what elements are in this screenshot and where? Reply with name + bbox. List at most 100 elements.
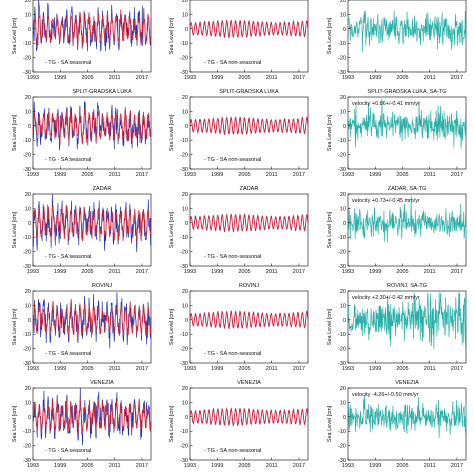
series-sa — [189, 310, 309, 330]
x-tick-label: 2017 — [451, 172, 463, 178]
x-tick-label: 2011 — [424, 269, 436, 275]
x-tick-label: 2011 — [266, 463, 278, 469]
x-tick-label: 2005 — [396, 269, 408, 275]
y-tick-label: -30 — [338, 167, 346, 173]
y-tick-label: -20 — [338, 250, 346, 256]
y-tick-label: -10 — [180, 332, 188, 338]
x-tick-label: 1993 — [342, 463, 354, 469]
legend-seasonal: - TG - SA seasonal — [45, 448, 91, 454]
x-tick-label: 1999 — [54, 269, 66, 275]
y-tick-label: 0 — [343, 221, 346, 227]
plot-frame — [347, 193, 467, 267]
y-tick-label: 20 — [340, 0, 346, 4]
y-tick-label: 0 — [28, 415, 31, 421]
y-tick-label: -20 — [180, 56, 188, 62]
panel-r1-c1: -30 -20 -10 0 10 20 1993 1999 2005 2011 2017 Sea Le… — [169, 95, 309, 178]
x-tick-label: 1993 — [27, 172, 39, 178]
y-tick-label: -20 — [23, 347, 31, 353]
y-tick-label: 0 — [28, 221, 31, 227]
y-tick-label: -10 — [180, 41, 188, 47]
diff-title: SPLIT-GRADSKA LUKA, SA-TG — [367, 89, 446, 95]
x-tick-label: 1999 — [54, 366, 66, 372]
plot-frame — [189, 290, 309, 364]
y-tick-label: -10 — [180, 429, 188, 435]
y-tick-label: -30 — [180, 167, 188, 173]
x-tick-label: 2017 — [136, 172, 148, 178]
x-tick-label: 2011 — [109, 269, 121, 275]
x-tick-label: 2005 — [81, 172, 93, 178]
station-title: ROVINJ — [92, 283, 112, 289]
x-tick-label: 1999 — [369, 366, 381, 372]
station-title: SPLIT-GRADSKA LUKA — [219, 89, 279, 95]
x-tick-label: 2005 — [238, 172, 250, 178]
x-tick-label: 2011 — [266, 366, 278, 372]
series-sa — [189, 19, 309, 39]
y-tick-label: 20 — [182, 386, 188, 392]
legend-non-seasonal: - TG - SA non-seasonal — [204, 351, 261, 357]
x-tick-label: 2005 — [396, 463, 408, 469]
y-tick-label: 20 — [25, 95, 31, 101]
y-tick-label: 10 — [25, 400, 31, 406]
x-tick-label: 2005 — [396, 75, 408, 81]
panel-r1-c0: -30 -20 -10 0 10 20 1993 1999 2005 2011 2017 Sea Le… — [12, 95, 152, 178]
y-tick-label: 10 — [182, 109, 188, 115]
y-tick-label: 0 — [343, 318, 346, 324]
station-title: VENEZIA — [90, 380, 114, 386]
x-tick-label: 1993 — [342, 172, 354, 178]
x-tick-label: 2005 — [238, 463, 250, 469]
x-tick-label: 1993 — [184, 269, 196, 275]
y-axis-label: Sea Level [cm] — [12, 17, 18, 54]
diff-title: VENEZIA — [395, 380, 419, 386]
x-tick-label: 1999 — [211, 172, 223, 178]
x-tick-label: 2005 — [238, 75, 250, 81]
panel-r2-c2: -30 -20 -10 0 10 20 1993 1999 2005 2011 2017 Sea Le… — [327, 192, 467, 275]
y-tick-label: 20 — [182, 0, 188, 4]
x-tick-label: 2011 — [424, 172, 436, 178]
y-tick-label: -10 — [23, 332, 31, 338]
y-tick-label: 20 — [25, 0, 31, 4]
x-tick-label: 2005 — [81, 269, 93, 275]
diff-title: ROVINJ, SA-TG — [387, 283, 427, 289]
x-tick-label: 2005 — [238, 366, 250, 372]
y-tick-label: -10 — [338, 332, 346, 338]
station-title: SPLIT-GRADSKA LUKA — [72, 89, 132, 95]
y-tick-label: -30 — [338, 264, 346, 270]
y-axis-label: Sea Level [cm] — [169, 405, 175, 442]
x-tick-label: 1993 — [342, 269, 354, 275]
series-sa-tg — [347, 395, 467, 438]
y-tick-label: -20 — [180, 153, 188, 159]
y-tick-label: 0 — [185, 27, 188, 33]
velocity-label: velocity -4.26+/-0.50 mm/yr — [352, 392, 419, 398]
y-axis-label: Sea Level [cm] — [169, 308, 175, 345]
y-tick-label: -30 — [23, 458, 31, 464]
y-tick-label: 0 — [185, 415, 188, 421]
velocity-label: velocity +0.73+/-0.45 mm/yr — [352, 198, 420, 204]
x-tick-label: 1993 — [342, 75, 354, 81]
y-tick-label: -20 — [23, 56, 31, 62]
y-tick-label: -30 — [23, 361, 31, 367]
y-tick-label: -30 — [180, 264, 188, 270]
series-sa — [32, 398, 152, 435]
x-tick-label: 2017 — [293, 463, 305, 469]
y-tick-label: 10 — [340, 109, 346, 115]
x-tick-label: 1999 — [211, 366, 223, 372]
y-axis-label: Sea Level [cm] — [12, 308, 18, 345]
series-sa-tg — [347, 292, 467, 350]
panel-r4-c2: -30 -20 -10 0 10 20 1993 1999 2005 2011 2017 Sea Le… — [327, 386, 467, 469]
y-tick-label: -20 — [180, 347, 188, 353]
y-tick-label: 10 — [25, 303, 31, 309]
y-axis-label: Sea Level [cm] — [169, 211, 175, 248]
x-tick-label: 1999 — [54, 75, 66, 81]
y-tick-label: 10 — [340, 400, 346, 406]
series-sa-tg — [347, 10, 467, 52]
panel-r0-c2: -30 -20 -10 0 10 20 1993 1999 2005 2011 2017 Sea Le… — [327, 0, 467, 81]
x-tick-label: 2011 — [424, 463, 436, 469]
x-tick-label: 2011 — [109, 75, 121, 81]
x-tick-label: 1993 — [27, 269, 39, 275]
y-tick-label: 10 — [182, 303, 188, 309]
x-tick-label: 2011 — [109, 366, 121, 372]
panel-r3-c1: -30 -20 -10 0 10 20 1993 1999 2005 2011 2017 Sea Le… — [169, 289, 309, 372]
x-tick-label: 1993 — [27, 75, 39, 81]
x-tick-label: 2011 — [266, 75, 278, 81]
